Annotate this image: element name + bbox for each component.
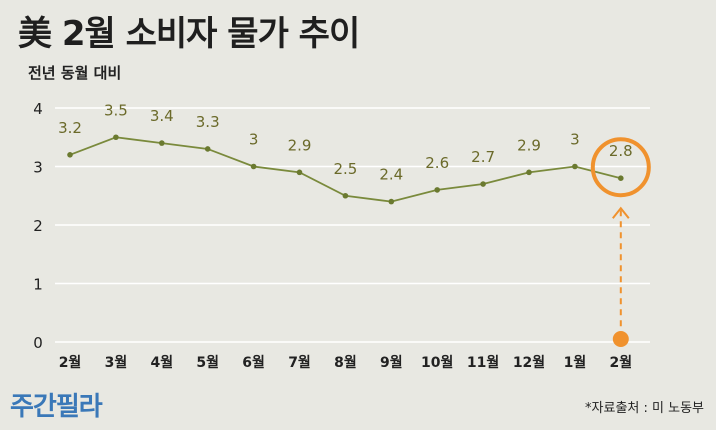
x-tick-label: 7월 (288, 354, 311, 371)
data-label: 3.5 (104, 101, 128, 119)
data-point (388, 198, 395, 205)
x-tick-label: 3월 (105, 354, 128, 371)
x-tick-label: 4월 (150, 354, 173, 371)
data-point (250, 163, 257, 170)
x-tick-label: 8월 (334, 354, 357, 371)
x-tick-label: 1월 (564, 354, 587, 371)
source-note: *자료출처 : 미 노동부 (585, 401, 704, 416)
data-point (204, 146, 211, 152)
x-tick-label: 2월 (59, 354, 82, 371)
x-tick-label: 9월 (380, 354, 403, 371)
data-point (480, 181, 486, 187)
cpi-line-chart: 0 1 2 3 4 2월 3월 4월 5월 6월 7월 8월 9월 10월 11월 12월 1월 2월 3.2 3.5… (33, 100, 651, 371)
publisher-logo: 주간필라 (10, 392, 103, 422)
data-label: 2.4 (379, 166, 403, 184)
data-label: 2.7 (471, 148, 495, 166)
x-tick-label: 12월 (513, 354, 545, 371)
data-point (113, 134, 119, 141)
x-tick-label: 2월 (609, 354, 632, 371)
data-label: 3 (249, 131, 259, 149)
data-label: 2.9 (288, 136, 312, 154)
chart-subtitle: 전년 동월 대비 (28, 64, 122, 82)
data-point (159, 140, 165, 146)
data-label: 3.4 (150, 107, 174, 125)
data-point (526, 169, 532, 176)
data-point (296, 169, 303, 176)
data-label: 3.3 (196, 113, 220, 131)
data-label: 3 (570, 131, 580, 149)
x-tick-label: 11월 (467, 354, 499, 371)
data-label: 2.6 (425, 154, 449, 172)
data-point (434, 187, 441, 193)
y-tick-label: 0 (33, 334, 43, 352)
data-label: 2.5 (333, 160, 357, 178)
y-tick-label: 3 (33, 159, 43, 177)
data-point (572, 163, 578, 170)
x-tick-label: 6월 (242, 354, 265, 371)
data-label: 2.9 (517, 136, 541, 154)
highlight-base-dot (612, 331, 629, 347)
y-tick-label: 1 (33, 276, 43, 294)
x-tick-label: 10월 (421, 354, 453, 371)
data-point (67, 152, 73, 158)
data-label: 2.8 (609, 142, 633, 160)
x-tick-label: 5월 (196, 354, 219, 371)
y-tick-label: 2 (33, 217, 43, 235)
data-point (342, 192, 349, 199)
chart-title: 美 2월 소비자 물가 추이 (18, 14, 360, 54)
highlight-ring (590, 137, 651, 198)
data-label: 3.2 (58, 119, 82, 137)
data-point (618, 175, 624, 181)
y-tick-label: 4 (33, 100, 43, 118)
highlight-arrowhead (612, 206, 630, 219)
